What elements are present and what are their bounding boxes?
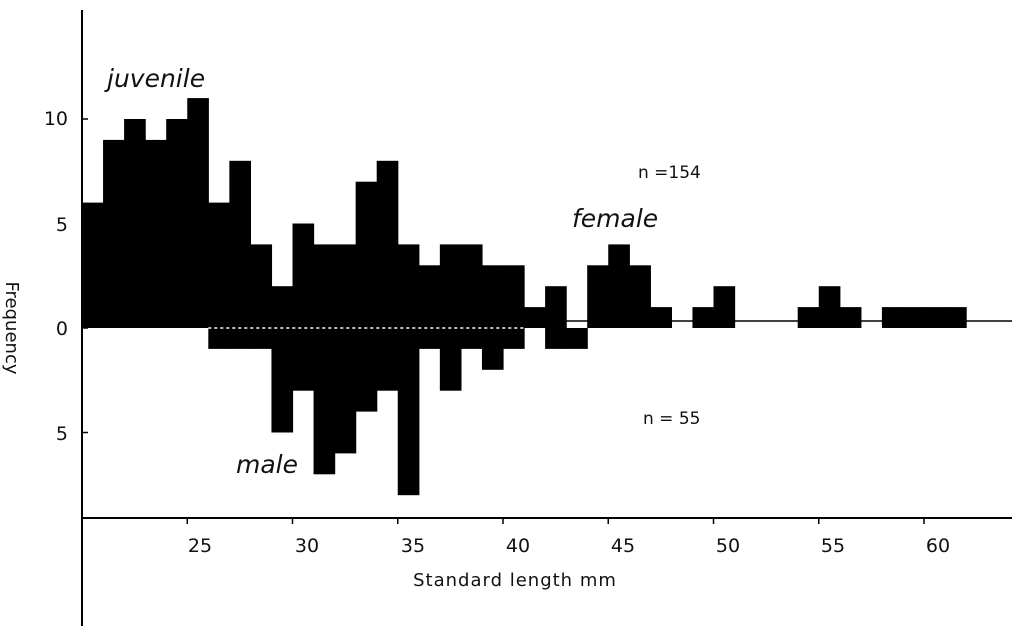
lower-bars [208,328,588,496]
histogram-bar-male [229,328,251,349]
tick-marks [82,118,925,524]
annotation-female: female [572,204,658,233]
histogram-bar-upper [524,307,546,328]
histogram-bar-male [292,328,315,391]
x-tick-label: 35 [401,535,425,557]
x-tick-label: 30 [295,535,319,557]
histogram-bar-male [355,328,378,412]
x-tick-label: 50 [716,535,740,557]
y-tick-label: 0 [56,318,68,340]
histogram-bar-male [376,328,399,391]
histogram-bar-upper [187,98,209,328]
sample-size-lower: n = 55 [643,409,700,429]
histogram-bar-upper [481,265,504,328]
histogram-bar-upper [355,181,378,328]
histogram-bar-upper [629,265,651,328]
sample-size-upper: n =154 [638,163,701,183]
histogram-bar-upper [818,286,841,328]
histogram-bar-upper [124,119,146,328]
histogram-bar-upper [587,265,609,328]
histogram-bar-upper [103,139,125,328]
histogram-bar-upper [503,265,525,328]
histogram-bar-upper [229,160,251,328]
histogram-bar-male [334,328,357,454]
histogram-bar-upper [713,286,736,328]
annotation-male: male [236,450,298,479]
x-tick-label: 45 [611,535,635,557]
histogram-bar-male [397,328,420,496]
y-tick-label: 5 [56,214,68,236]
x-tick-label: 55 [821,535,845,557]
histogram-bar-male [545,328,567,349]
histogram-bar-upper [545,286,567,328]
histogram-bar-upper [376,160,399,328]
histogram-bar-upper [460,244,483,328]
histogram-bar-male [460,328,483,349]
x-tick-label: 40 [506,535,530,557]
histogram-bar-upper [271,286,294,328]
histogram-bar-upper [839,307,862,328]
histogram-bar-upper [292,223,315,328]
histogram-bar-male [418,328,441,349]
x-tick-label: 25 [188,535,212,557]
histogram-bar-male [566,328,588,349]
histogram-bar-upper [902,307,925,328]
histogram-bar-male [439,328,462,391]
histogram-bar-upper [313,244,336,328]
y-tick-label: 5 [56,423,68,445]
histogram-bar-male [271,328,294,433]
histogram-bar-upper [145,139,167,328]
histogram-bar-upper [608,244,630,328]
histogram-bar-male [208,328,230,349]
histogram-bar-upper [945,307,967,328]
upper-bars [82,98,967,328]
histogram-bar-upper [797,307,820,328]
histogram-bar-upper [692,307,715,328]
histogram-bar-upper [397,244,420,328]
y-tick-label: 10 [44,108,68,130]
histogram-bar-upper [334,244,357,328]
annotation-juvenile: juvenile [104,64,205,93]
histogram-bar-upper [82,202,104,328]
histogram-bar-upper [208,202,230,328]
histogram-bar-male [313,328,336,475]
histogram-bar-male [503,328,525,349]
histogram-bar-upper [439,244,462,328]
histogram-bar-upper [924,307,946,328]
histogram-bar-male [481,328,504,370]
histogram-bar-upper [881,307,904,328]
histogram-bar-upper [166,119,188,328]
histogram-bar-upper [250,244,273,328]
histogram-bar-male [250,328,273,349]
x-tick-label: 60 [926,535,950,557]
histogram-bar-upper [650,307,672,328]
x-axis-title: Standard length mm [413,570,617,591]
histogram-bar-upper [418,265,441,328]
y-axis-title: Frequency [1,282,22,375]
